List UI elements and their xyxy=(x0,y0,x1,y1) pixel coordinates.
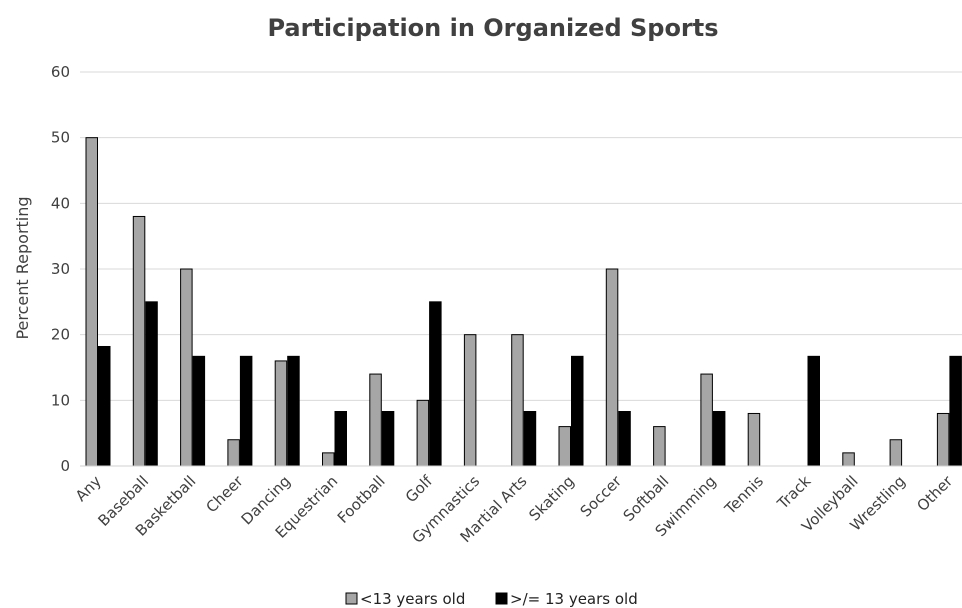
legend-swatch xyxy=(495,592,508,605)
bar-13-and-over xyxy=(949,355,962,467)
bar-13-and-over xyxy=(98,345,111,467)
bar-under-13 xyxy=(558,426,571,467)
bar-13-and-over xyxy=(618,410,631,467)
y-tick-label: 30 xyxy=(51,260,70,278)
x-tick-label: Football xyxy=(334,472,389,527)
bar-under-13 xyxy=(747,412,761,467)
bar-under-13 xyxy=(700,373,713,467)
bar-13-and-over xyxy=(429,301,442,467)
bar-under-13 xyxy=(85,137,98,467)
bar-13-and-over xyxy=(334,410,347,467)
x-tick-label: Golf xyxy=(402,472,437,507)
bar-under-13 xyxy=(132,215,146,467)
bar-under-13 xyxy=(369,373,382,467)
bar-under-13 xyxy=(463,334,477,467)
bar-under-13 xyxy=(936,412,950,467)
x-tick-label: Skating xyxy=(525,472,577,524)
bar-13-and-over xyxy=(807,355,820,467)
bar-under-13 xyxy=(889,439,903,467)
bar-under-13 xyxy=(322,452,335,467)
y-axis-ticks: 0 10 20 30 40 50 60 xyxy=(51,63,70,475)
y-tick-label: 60 xyxy=(51,63,70,81)
bar-13-and-over xyxy=(523,410,537,467)
y-tick-label: 0 xyxy=(60,457,70,475)
bars xyxy=(85,137,962,467)
legend-label: <13 years old xyxy=(360,590,465,608)
bar-under-13 xyxy=(227,439,240,467)
x-tick-label: Any xyxy=(72,472,105,505)
x-tick-label: Tennis xyxy=(720,472,767,519)
bar-13-and-over xyxy=(239,355,253,467)
bar-13-and-over xyxy=(712,410,726,467)
x-tick-label: Track xyxy=(773,472,814,513)
bar-under-13 xyxy=(274,360,288,467)
bar-under-13 xyxy=(653,426,666,467)
bar-13-and-over xyxy=(145,301,158,467)
y-tick-label: 40 xyxy=(51,194,70,212)
bar-13-and-over xyxy=(381,410,395,467)
bar-13-and-over xyxy=(287,355,300,467)
bar-13-and-over xyxy=(571,355,584,467)
bar-13-and-over xyxy=(192,355,206,467)
legend-label: >/= 13 years old xyxy=(510,590,638,608)
y-axis-label: Percent Reporting xyxy=(13,196,32,339)
bar-under-13 xyxy=(180,268,193,467)
bar-under-13 xyxy=(842,452,855,467)
y-tick-label: 10 xyxy=(51,391,70,409)
bar-under-13 xyxy=(511,334,524,467)
bar-under-13 xyxy=(416,399,430,467)
legend: <13 years old >/= 13 years old xyxy=(345,590,638,608)
legend-swatch xyxy=(345,592,358,605)
x-tick-label: Soccer xyxy=(577,472,626,521)
y-tick-label: 20 xyxy=(51,326,70,344)
chart-title: Participation in Organized Sports xyxy=(267,14,718,42)
y-tick-label: 50 xyxy=(51,129,70,147)
x-tick-label: Cheer xyxy=(202,472,247,517)
x-tick-label: Other xyxy=(913,472,956,515)
bar-under-13 xyxy=(605,268,619,467)
